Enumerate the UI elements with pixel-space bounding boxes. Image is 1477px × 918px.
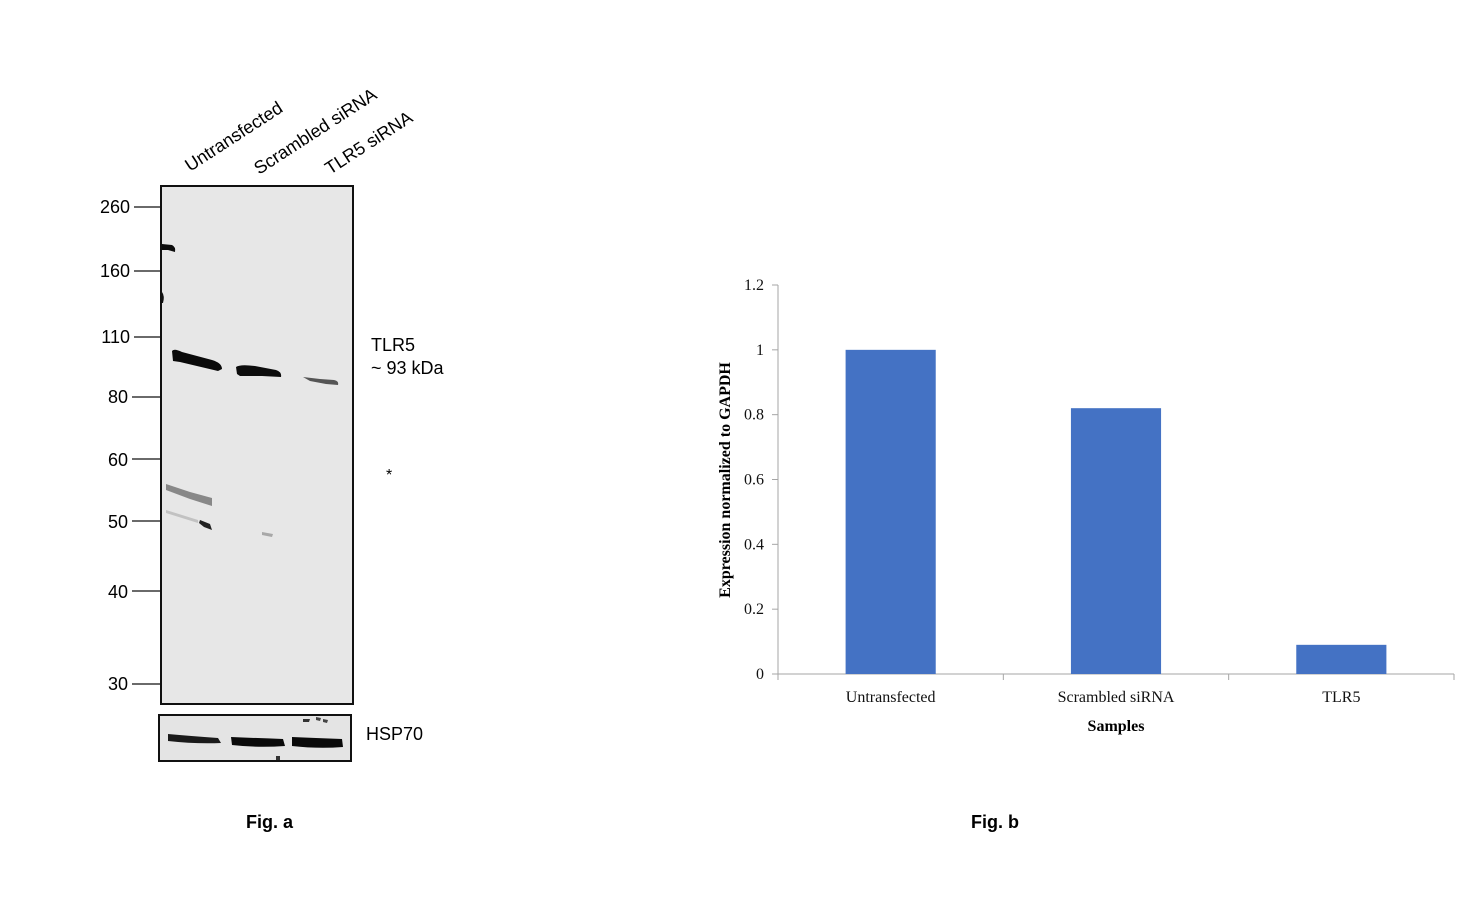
loading-control-label: HSP70	[366, 724, 423, 744]
figure-b-caption: Fig. b	[971, 812, 1019, 832]
y-tick-label: 0.2	[744, 601, 764, 618]
y-tick-label: 0.6	[744, 472, 764, 489]
high-mw-band	[162, 244, 176, 252]
bar	[1296, 644, 1387, 674]
x-tick-label: Scrambled siRNA	[1058, 689, 1175, 706]
nonspecific-band-1	[166, 484, 212, 506]
blot-bands	[162, 244, 339, 537]
blot-speck	[303, 719, 310, 722]
hsp70-band-2	[231, 737, 285, 747]
nonspecific-band-2	[199, 520, 212, 530]
blot-panel	[160, 185, 354, 705]
blot-speck	[323, 719, 328, 723]
asterisk-marker: *	[386, 467, 392, 484]
plot-area: 0 0.2 0.4 0.6 0.8 1 1.2 Untransfected Scrambled …	[744, 277, 1455, 706]
tlr5-band-untransfected	[172, 349, 222, 371]
x-tick-label: TLR5	[1322, 689, 1360, 706]
hsp70-band-3	[292, 737, 343, 748]
x-axis-label: Samples	[1088, 718, 1145, 735]
y-axis-label: Expression normalized to GAPDH	[717, 362, 734, 598]
marker-label: 260	[100, 197, 130, 217]
hsp70-band-1	[168, 734, 221, 744]
marker-label: 30	[108, 674, 128, 694]
faint-band-1	[166, 510, 198, 523]
edge-band	[162, 292, 164, 303]
y-tick-label: 0.4	[744, 536, 764, 553]
y-tick-label: 0.8	[744, 407, 764, 424]
marker-label: 40	[108, 582, 128, 602]
marker-label: 80	[108, 387, 128, 407]
marker-label: 60	[108, 450, 128, 470]
y-tick-label: 0	[756, 666, 764, 683]
blot-speck	[316, 717, 321, 721]
y-tick-label: 1.2	[744, 277, 764, 294]
loading-control-bands	[168, 717, 343, 760]
marker-label: 110	[101, 327, 130, 347]
blot-speck	[276, 756, 280, 760]
target-size-label: ~ 93 kDa	[371, 358, 445, 378]
bar	[845, 349, 936, 674]
x-tick-label: Untransfected	[846, 689, 936, 706]
marker-label: 50	[108, 512, 128, 532]
figure-a-caption: Fig. a	[246, 812, 294, 832]
faint-band-2	[262, 532, 273, 537]
marker-label: 160	[100, 261, 130, 281]
tlr5-band-knockdown	[303, 377, 339, 385]
y-tick-label: 1	[756, 342, 764, 359]
bar	[1070, 408, 1162, 674]
marker-ladder: 260 160 110 80 60 50 40 30	[100, 197, 160, 694]
target-label: TLR5	[371, 335, 415, 355]
tlr5-band-scrambled	[236, 365, 282, 377]
